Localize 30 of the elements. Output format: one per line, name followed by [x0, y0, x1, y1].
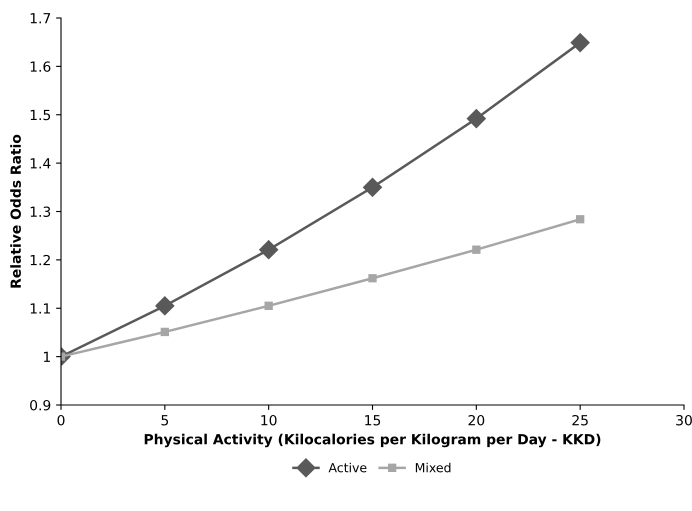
x-tick-label: 0 [57, 414, 64, 426]
x-tick-label: 10 [261, 414, 277, 426]
point [264, 302, 273, 310]
point [362, 178, 382, 197]
point [259, 240, 278, 260]
x-tick-label: 25 [572, 414, 588, 426]
point [160, 328, 169, 336]
y-tick-label: 1.1 [30, 303, 50, 314]
point [155, 296, 174, 316]
legend-label: Active [328, 462, 366, 472]
x-axis-title: Physical Activity (Kilocalories per Kilogram per Day - KKD) [144, 434, 600, 448]
y-tick-label: 1 [44, 352, 50, 362]
y-tick-label: 1.3 [30, 206, 50, 217]
point [368, 274, 377, 282]
x-tick-label: 30 [676, 414, 692, 426]
y-tick-label: 1.5 [30, 110, 50, 120]
y-axis-title: Relative Odds Ratio [10, 134, 21, 288]
y-tick-label: 1.6 [30, 61, 50, 72]
y-tick-label: 0.9 [30, 400, 50, 410]
point [472, 246, 480, 254]
x-tick-label: 20 [468, 414, 484, 426]
x-tick-label: 5 [161, 415, 168, 426]
point [466, 109, 486, 128]
y-tick-label: 1.2 [30, 254, 50, 266]
y-tick-label: 1.7 [30, 13, 50, 24]
x-tick-label: 15 [365, 415, 380, 426]
y-tick-label: 1.4 [30, 158, 50, 168]
point [576, 215, 584, 224]
point [570, 33, 590, 52]
legend-label: Mixed [416, 462, 450, 472]
